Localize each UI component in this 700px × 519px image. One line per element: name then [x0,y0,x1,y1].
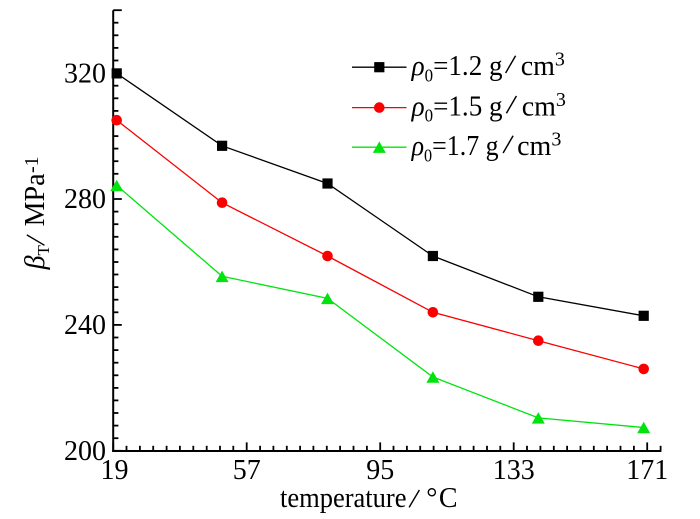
svg-text:ρ0=1.2 g: ρ0=1.2 g [411,51,503,85]
svg-text:95: 95 [366,455,394,486]
svg-text:320: 320 [64,58,106,89]
svg-text:200: 200 [64,436,106,467]
svg-text:ρ0=1.7 g: ρ0=1.7 g [411,131,499,165]
svg-text:171: 171 [626,455,668,486]
svg-text:βT: βT [20,244,53,270]
svg-text:280: 280 [64,184,106,215]
svg-text:57: 57 [233,455,261,486]
svg-text:133: 133 [493,455,535,486]
svg-text:19: 19 [101,455,129,486]
svg-text:°C: °C [426,483,457,514]
svg-text:240: 240 [64,310,106,341]
svg-text:temperature: temperature [280,483,407,514]
svg-text:ρ0=1.5 g: ρ0=1.5 g [411,91,503,125]
